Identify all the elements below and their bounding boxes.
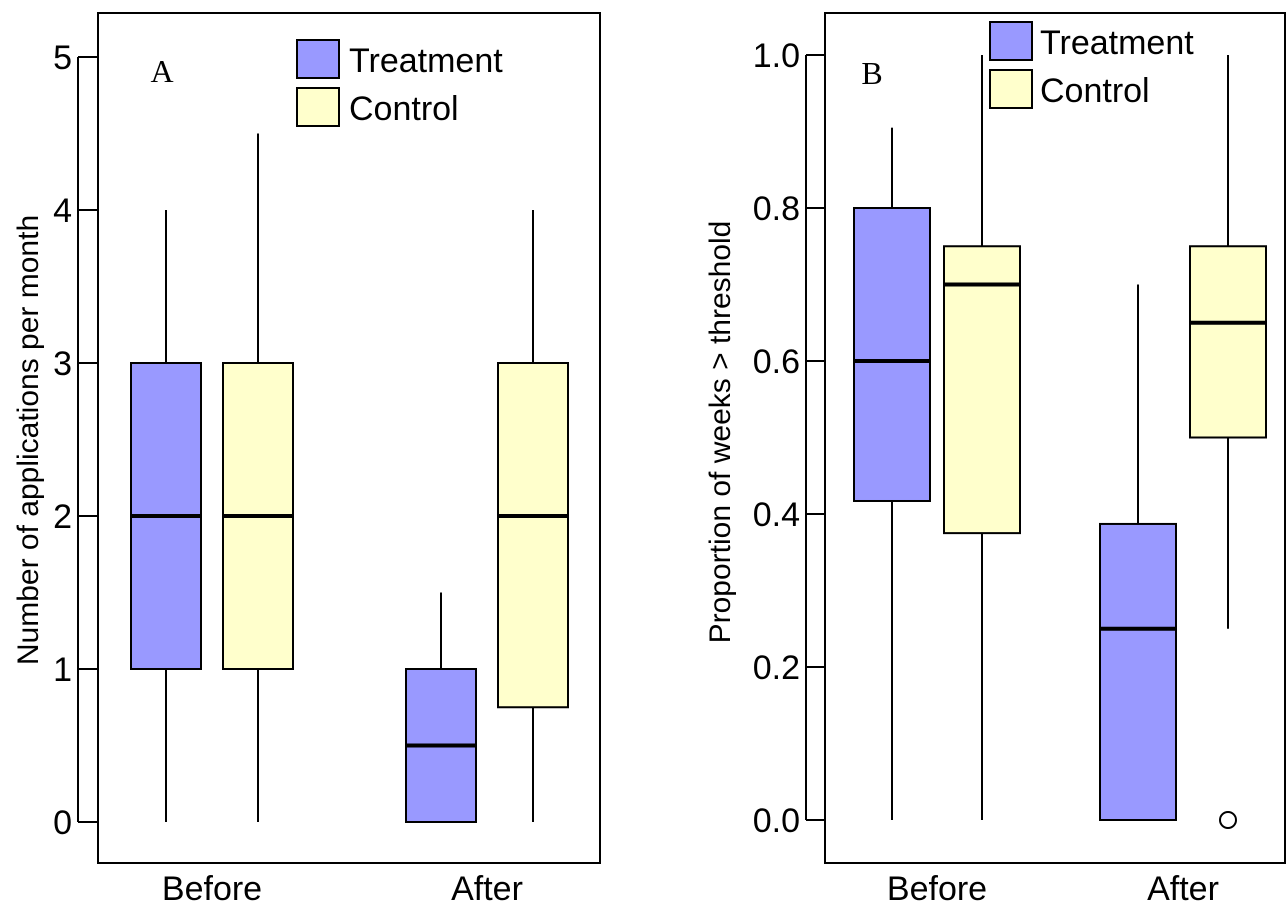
y-tick-label: 0.6 [753,343,800,381]
box-iqr [943,245,1021,535]
outlier-point [1219,811,1237,829]
x-category-label: After [451,870,523,908]
box-treatment-after [405,592,477,823]
y-tick-label: 1.0 [753,37,800,75]
y-tick-label: 0.8 [753,190,800,228]
legend-label-treatment: Treatment [349,42,503,80]
box-control-after [497,210,569,822]
panel-label: A [150,53,173,89]
x-category-label: After [1147,870,1219,908]
y-tick-label: 2 [53,498,72,536]
y-axis-label: Number of applications per month [12,215,45,665]
y-axis-label: Proportion of weeks > threshold [704,221,737,644]
legend: Treatment Control [989,21,1194,110]
box-iqr [853,207,931,502]
chart-panel-a: 0 1 2 3 4 5 Number of applications per month Be… [12,12,601,908]
y-tick-label: 3 [53,345,72,383]
legend: Treatment Control [296,39,503,128]
legend-label-control: Control [349,90,459,128]
y-tick-label: 1 [53,651,72,689]
y-tick-label: 5 [53,39,72,77]
box-iqr [497,362,569,709]
y-tick-label: 4 [53,192,72,230]
legend-swatch-treatment [989,21,1033,61]
chart-panel-b: 0.0 0.2 0.4 0.6 0.8 1.0 Proportion of weeks > … [704,12,1286,908]
legend-swatch-treatment [296,39,340,79]
panel-label: B [861,55,882,91]
box-iqr [1099,522,1177,821]
box-treatment-before [853,127,931,820]
box-treatment-after [1099,284,1177,821]
box-control-after [1189,55,1267,829]
box-control-before [222,133,294,822]
plot-frame [97,12,601,864]
x-category-label: Before [162,870,262,908]
box-treatment-before [130,210,202,822]
box-control-before [943,55,1021,820]
plot-frame [824,12,1286,864]
y-tick-label: 0.0 [753,802,800,840]
y-tick-label: 0.2 [753,649,800,687]
legend-swatch-control [989,69,1033,109]
box-iqr [1189,245,1267,439]
legend-label-treatment: Treatment [1040,24,1194,62]
legend-swatch-control [296,87,340,127]
y-tick-label: 0.4 [753,496,800,534]
legend-label-control: Control [1040,72,1150,110]
x-category-label: Before [887,870,987,908]
y-tick-label: 0 [53,804,72,842]
